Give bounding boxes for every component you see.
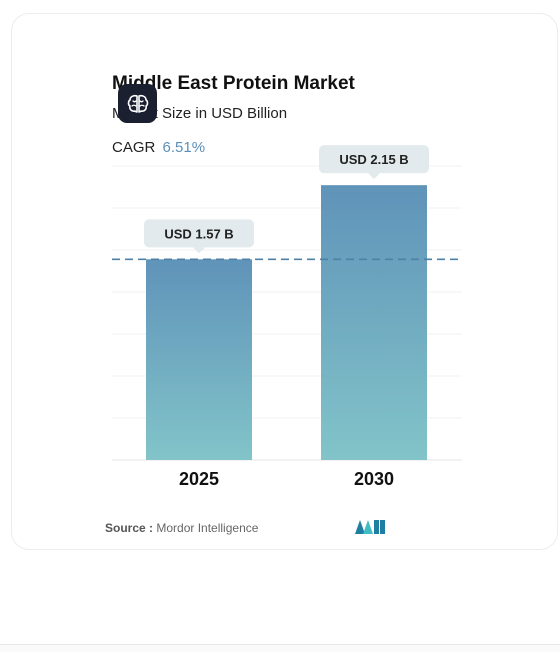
mordor-intelligence-logo	[355, 520, 385, 534]
chart-title: Middle East Protein Market	[112, 73, 355, 94]
data-label-box	[144, 219, 254, 248]
brain-icon-button[interactable]	[118, 84, 157, 123]
logo-mark-middle	[363, 520, 373, 534]
data-label-box	[319, 145, 429, 174]
logo-mark-right	[374, 520, 385, 534]
x-axis-ticks: 2025 2030	[179, 469, 394, 489]
bar-2030	[321, 185, 427, 460]
bars	[146, 185, 427, 460]
source-name: Mordor Intelligence	[156, 521, 259, 535]
bottom-strip	[0, 644, 560, 652]
brain-icon	[127, 94, 148, 113]
data-label: USD 1.57 B	[164, 226, 233, 241]
source-label: Source :	[105, 521, 154, 535]
data-label-pointer	[368, 173, 380, 180]
logo-mark-left	[355, 520, 365, 534]
data-labels: USD 1.57 B USD 2.15 B	[144, 145, 429, 254]
x-tick-label: 2025	[179, 469, 219, 489]
data-label-pointer	[193, 247, 205, 254]
cagr-readout: CAGR 6.51%	[112, 139, 205, 156]
data-label: USD 2.15 B	[339, 152, 408, 167]
source-note: Source : Mordor Intelligence	[105, 521, 258, 535]
cagr-label: CAGR	[112, 139, 156, 156]
x-tick-label: 2030	[354, 469, 394, 489]
bar-2025	[146, 259, 252, 460]
cagr-value: 6.51%	[162, 139, 206, 156]
